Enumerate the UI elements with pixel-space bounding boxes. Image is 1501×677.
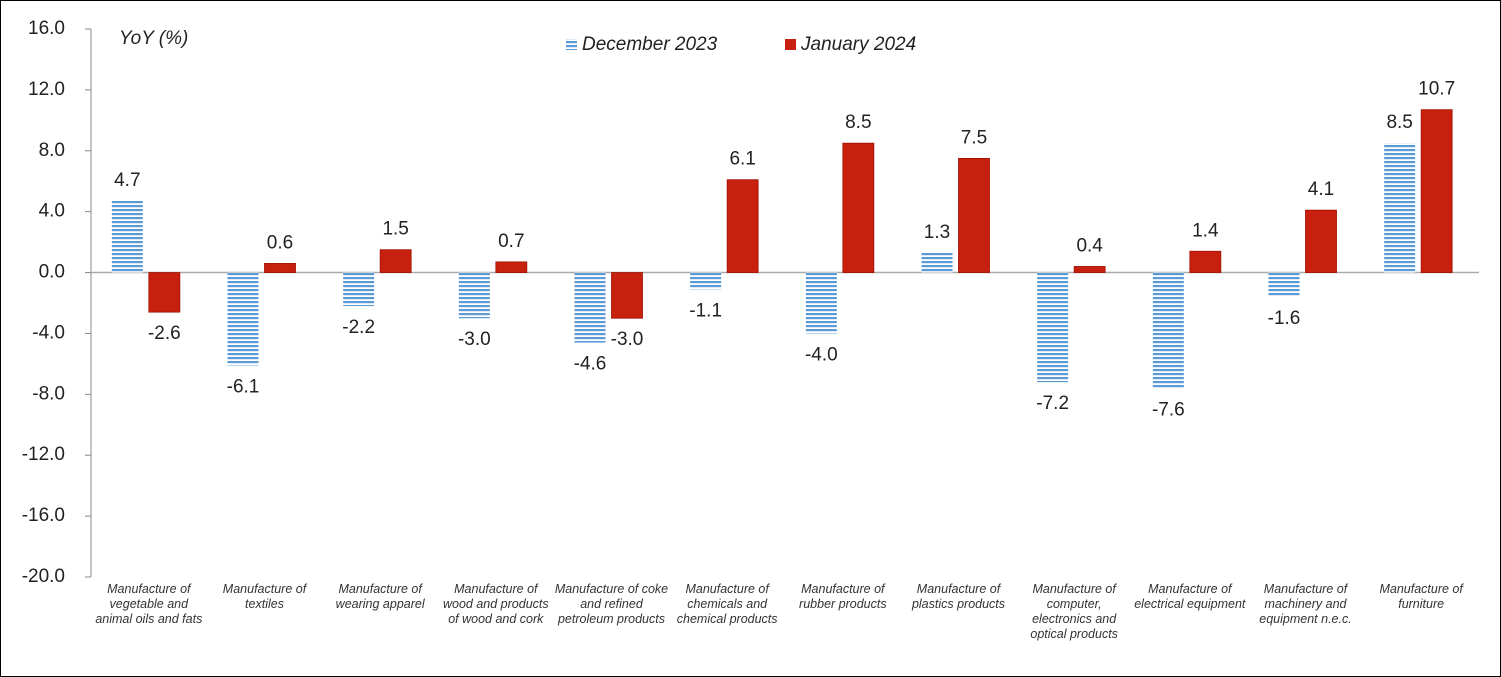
x-tick-label: Manufacture of computer, electronics and… [1030,582,1118,641]
x-tick-label: Manufacture of coke and refined petroleu… [554,582,669,626]
y-tick-label: 8.0 [39,140,65,161]
data-label: 1.3 [924,222,950,243]
data-label: 6.1 [729,149,755,170]
y-tick-label: 16.0 [28,18,65,39]
bar [958,157,990,273]
x-tick-label: Manufacture of chemicals and chemical pr… [676,582,778,626]
x-tick-label: Manufacture of plastics products [911,582,1006,611]
bar [1305,209,1337,273]
bar [264,263,296,273]
data-label: 0.7 [498,231,524,252]
data-label: 8.5 [845,112,871,133]
data-label: 7.5 [961,127,987,148]
data-label: 4.1 [1308,179,1334,200]
bar [1268,272,1300,297]
y-tick-label: -8.0 [32,383,65,404]
bar [495,261,528,273]
bar [690,272,722,290]
y-tick-label: -4.0 [32,322,65,343]
x-tick-label: Manufacture of wood and products of wood… [443,582,549,626]
data-label: -1.1 [689,300,722,321]
data-label: -2.2 [342,317,375,338]
x-tick-label: Manufacture of electrical equipment [1134,582,1246,611]
data-label: 0.4 [1076,235,1103,256]
bar [1420,109,1453,273]
data-label: 1.4 [1192,220,1219,241]
data-label: 10.7 [1418,79,1455,100]
y-tick-label: -16.0 [22,505,65,526]
bar [1384,143,1416,273]
data-label: 8.5 [1386,112,1412,133]
bar [611,272,643,319]
data-label: -6.1 [227,376,260,397]
data-label: 0.6 [267,232,293,253]
bar [148,272,181,313]
y-tick-label: 4.0 [39,201,65,222]
data-label: 1.5 [382,219,408,240]
data-label: -2.6 [148,323,181,344]
bar [227,272,259,366]
data-label: -3.0 [611,329,644,350]
bar [111,201,143,273]
bar [574,272,606,343]
legend-swatch [566,39,577,50]
bar [343,272,375,307]
y-tick-label: -20.0 [22,566,65,587]
bar [805,272,837,334]
chart-title: YoY (%) [119,28,188,49]
data-label: -7.6 [1152,399,1185,420]
bar [1073,266,1106,273]
x-tick-label: Manufacture of wearing apparel [335,582,425,611]
x-tick-label: Manufacture of vegetable and animal oils… [95,582,203,626]
data-label: -4.6 [574,354,607,375]
bar [726,179,759,273]
x-tick-label: Manufacture of machinery and equipment n… [1259,582,1352,626]
bar [458,272,490,319]
data-label: -7.2 [1036,393,1069,414]
bar [921,252,953,273]
bar [1152,272,1184,389]
legend-label: December 2023 [582,34,718,55]
y-tick-label: -12.0 [22,444,65,465]
legend-swatch [785,39,796,50]
bar [1037,272,1069,383]
bar [1189,250,1222,273]
y-tick-label: 0.0 [39,262,65,283]
x-tick-label: Manufacture of textiles [222,582,307,611]
data-label: 4.7 [114,170,140,191]
bar [842,142,875,273]
legend-label: January 2024 [800,34,916,55]
y-tick-label: 12.0 [28,79,65,100]
data-label: -1.6 [1268,308,1301,329]
bar [379,249,412,273]
data-label: -4.0 [805,344,838,365]
data-label: -3.0 [458,329,491,350]
x-tick-label: Manufacture of rubber products [799,582,887,611]
x-tick-label: Manufacture of furniture [1379,582,1463,611]
